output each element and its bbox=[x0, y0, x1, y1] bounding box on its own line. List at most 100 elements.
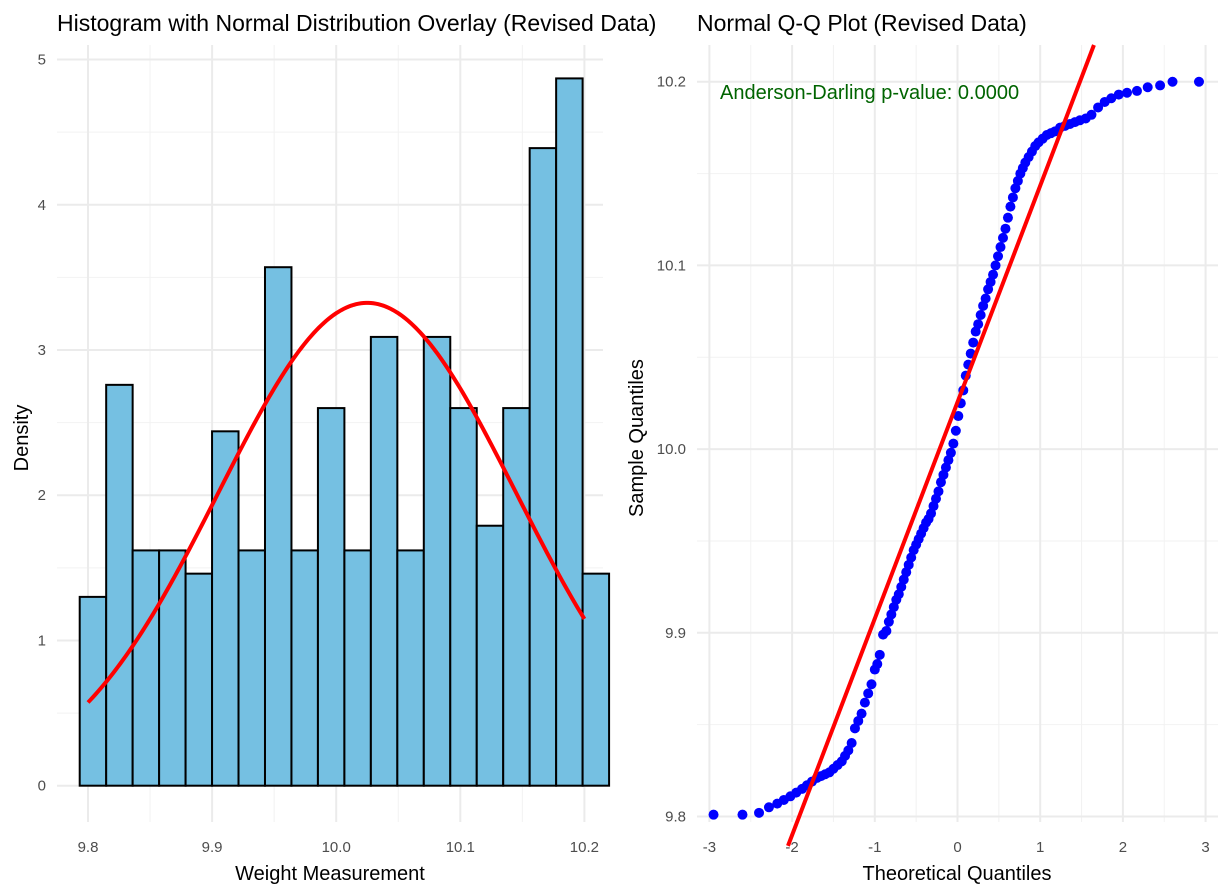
qq-y-tick-label: 10.2 bbox=[657, 74, 686, 91]
qq-point bbox=[737, 809, 748, 820]
qq-plot-panel: Normal Q-Q Plot (Revised Data) Anderson-… bbox=[626, 10, 1218, 885]
histogram-bar bbox=[422, 335, 452, 787]
qq-point bbox=[1193, 76, 1204, 87]
qq-point bbox=[997, 232, 1008, 243]
qq-point bbox=[859, 697, 870, 708]
qq-point bbox=[856, 708, 867, 719]
qq-reference-line bbox=[786, 44, 1096, 847]
histogram-bars bbox=[78, 77, 611, 787]
histogram-bar bbox=[158, 549, 187, 787]
qq-point bbox=[953, 411, 964, 422]
histogram-y-tick-label: 0 bbox=[38, 778, 46, 795]
qq-y-tick-label: 9.9 bbox=[665, 625, 686, 642]
qq-point bbox=[980, 293, 991, 304]
qq-x-tick-label: -2 bbox=[785, 839, 798, 856]
qq-point bbox=[881, 625, 892, 636]
histogram-bar bbox=[396, 549, 425, 787]
qq-point bbox=[933, 486, 944, 497]
qq-point bbox=[1113, 89, 1124, 100]
qq-point bbox=[968, 337, 979, 348]
histogram-bar bbox=[528, 147, 558, 787]
normal-density-curve bbox=[86, 300, 587, 704]
qq-point bbox=[872, 659, 883, 670]
histogram-x-tick-labels: 9.8 9.9 10.0 10.1 10.2 bbox=[78, 839, 599, 856]
qq-point bbox=[1122, 87, 1133, 98]
histogram-bar bbox=[263, 266, 293, 787]
histogram-x-tick-label: 10.1 bbox=[446, 839, 475, 856]
histogram-y-tick-label: 3 bbox=[38, 342, 46, 359]
qq-point bbox=[995, 242, 1006, 253]
histogram-bar bbox=[211, 430, 240, 787]
qq-y-tick-label: 10.0 bbox=[657, 441, 686, 458]
histogram-bar bbox=[475, 524, 505, 787]
histogram-x-tick-label: 9.8 bbox=[78, 839, 99, 856]
qq-x-tick-labels: -3 -2 -1 0 1 2 3 bbox=[703, 839, 1210, 856]
qq-y-tick-labels: 9.8 9.9 10.0 10.1 10.2 bbox=[657, 74, 686, 826]
qq-x-tick-label: -1 bbox=[868, 839, 881, 856]
qq-y-tick-label: 10.1 bbox=[657, 257, 686, 274]
qq-point bbox=[708, 809, 719, 820]
qq-point bbox=[948, 438, 959, 449]
histogram-bar bbox=[237, 549, 266, 787]
qq-point bbox=[1106, 93, 1117, 104]
histogram-y-tick-labels: 0 1 2 3 4 5 bbox=[38, 52, 46, 795]
histogram-y-tick-label: 2 bbox=[38, 487, 46, 504]
histogram-x-axis-title: Weight Measurement bbox=[235, 863, 425, 885]
histogram-bar bbox=[316, 407, 346, 787]
qq-point bbox=[945, 447, 956, 458]
qq-x-tick-label: 1 bbox=[1036, 839, 1044, 856]
histogram-bar bbox=[449, 407, 478, 787]
qq-point bbox=[754, 807, 765, 818]
qq-point bbox=[866, 679, 877, 690]
histogram-bar bbox=[78, 595, 108, 787]
histogram-title: Histogram with Normal Distribution Overl… bbox=[57, 10, 656, 36]
qq-point bbox=[973, 319, 984, 330]
qq-x-axis-title: Theoretical Quantiles bbox=[863, 863, 1052, 885]
qq-x-tick-label: -3 bbox=[703, 839, 716, 856]
qq-point bbox=[990, 260, 1001, 271]
histogram-panel: Histogram with Normal Distribution Overl… bbox=[11, 10, 656, 885]
qq-point bbox=[1093, 102, 1104, 113]
histogram-bar bbox=[290, 549, 319, 787]
qq-point bbox=[1086, 109, 1097, 120]
histogram-bar bbox=[105, 383, 134, 787]
histogram-y-tick-label: 5 bbox=[38, 52, 46, 69]
qq-point bbox=[1000, 223, 1011, 234]
qq-point bbox=[1131, 85, 1142, 96]
qq-x-tick-label: 2 bbox=[1119, 839, 1127, 856]
histogram-x-tick-label: 10.0 bbox=[322, 839, 351, 856]
histogram-x-tick-label: 10.2 bbox=[570, 839, 599, 856]
qq-point bbox=[1155, 80, 1166, 91]
qq-point bbox=[1005, 201, 1016, 212]
qq-x-tick-label: 3 bbox=[1201, 839, 1209, 856]
qq-point bbox=[763, 802, 774, 813]
qq-point bbox=[1167, 76, 1178, 87]
qq-point bbox=[993, 251, 1004, 262]
qq-y-axis-title: Sample Quantiles bbox=[626, 359, 648, 517]
qq-point bbox=[988, 269, 999, 280]
qq-point bbox=[975, 310, 986, 321]
histogram-y-tick-label: 4 bbox=[38, 197, 46, 214]
histogram-y-axis-title: Density bbox=[11, 405, 33, 472]
qq-x-tick-label: 0 bbox=[953, 839, 961, 856]
qq-plot-title: Normal Q-Q Plot (Revised Data) bbox=[697, 10, 1027, 36]
qq-point bbox=[1142, 82, 1153, 93]
histogram-bar bbox=[343, 549, 372, 787]
qq-point bbox=[863, 688, 874, 699]
qq-point bbox=[950, 425, 961, 436]
qq-point bbox=[1007, 192, 1018, 203]
histogram-bar bbox=[131, 549, 161, 787]
histogram-bar bbox=[555, 77, 584, 787]
qq-point bbox=[846, 738, 857, 749]
anderson-darling-annotation: Anderson-Darling p-value: 0.0000 bbox=[720, 82, 1019, 104]
histogram-bar bbox=[369, 335, 399, 787]
histogram-bar bbox=[184, 572, 214, 787]
qq-point bbox=[1002, 212, 1013, 223]
histogram-bar bbox=[581, 572, 611, 787]
qq-point bbox=[874, 649, 885, 660]
histogram-y-tick-label: 1 bbox=[38, 632, 46, 649]
histogram-x-tick-label: 9.9 bbox=[202, 839, 223, 856]
qq-points bbox=[708, 76, 1204, 820]
qq-plot-grid bbox=[697, 45, 1218, 822]
